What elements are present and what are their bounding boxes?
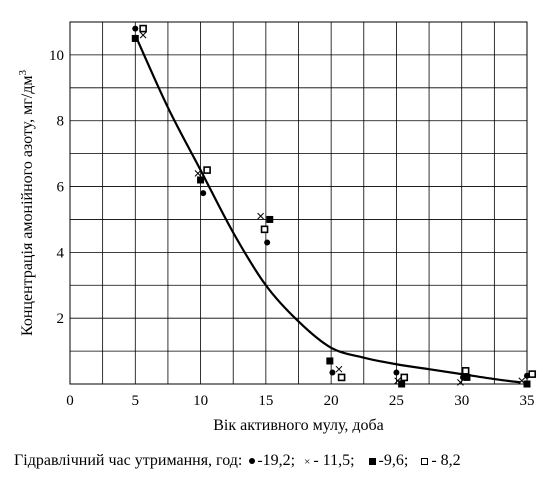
- data-point-filled-square: [398, 380, 406, 388]
- y-tick-label: 8: [57, 114, 65, 130]
- legend-marker-filled-square: [368, 457, 376, 465]
- data-point-filled-square: [463, 373, 471, 381]
- y-tick-label: 2: [57, 311, 65, 327]
- x-tick-label: 35: [520, 393, 535, 409]
- data-point-open-square: [203, 166, 211, 174]
- data-point-open-square: [461, 367, 470, 375]
- data-point-cross: [335, 365, 343, 373]
- legend-marker-open-square: [421, 457, 429, 465]
- legend-label-9-6: -9,6;: [378, 452, 409, 469]
- legend-label-8-2: - 8,2: [431, 452, 461, 469]
- data-point-filled-square: [326, 357, 334, 365]
- y-axis-label: Концентрація амонійного азоту, мг/дм3: [17, 69, 36, 336]
- data-point-filled-circle: [200, 190, 207, 197]
- y-axis-label-superscript: 3: [17, 69, 29, 75]
- legend-marker-cross: ×: [304, 456, 311, 468]
- data-point-filled-circle: [264, 239, 271, 246]
- data-point-filled-circle: [329, 369, 336, 376]
- chart-plot: 0 5 10 15 20 25 30 35 2 4 6 8 10 Вік активного мулу, …: [17, 21, 537, 434]
- data-point-open-square: [337, 373, 346, 382]
- chart-legend: Гідравлічний час утримання, год: -19,2; …: [14, 452, 544, 470]
- data-point-open-square: [528, 370, 537, 378]
- x-tick-label: 0: [66, 393, 74, 409]
- data-point-cross: [194, 170, 202, 177]
- data-point-filled-square: [523, 380, 531, 388]
- x-tick-label: 5: [132, 393, 140, 409]
- legend-marker-filled-circle: [249, 458, 256, 465]
- x-tick-label: 15: [258, 393, 273, 409]
- legend-prefix: Гідравлічний час утримання, год:: [14, 452, 243, 469]
- data-point-open-square: [139, 24, 147, 33]
- x-tick-label: 25: [389, 393, 404, 409]
- x-tick-label: 10: [193, 393, 208, 409]
- y-tick-label: 6: [57, 180, 65, 196]
- data-point-filled-square: [266, 215, 274, 223]
- x-tick-label: 20: [324, 393, 339, 409]
- data-point-open-square: [260, 225, 269, 234]
- data-point-filled-circle: [393, 369, 400, 376]
- legend-label-11-5: - 11,5;: [313, 452, 355, 469]
- data-point-cross: [457, 379, 464, 386]
- data-point-filled-square: [131, 34, 139, 42]
- y-tick-label: 10: [49, 48, 64, 64]
- trend-curve: [134, 34, 521, 384]
- data-point-filled-square: [197, 176, 205, 184]
- legend-label-19-2: -19,2;: [257, 452, 296, 469]
- x-axis-label: Вік активного мулу, доба: [213, 417, 384, 434]
- y-tick-label: 4: [57, 245, 65, 261]
- plot-frame: [69, 21, 528, 385]
- x-tick-label: 30: [454, 393, 469, 409]
- data-point-cross: [257, 212, 264, 220]
- data-point-filled-circle: [132, 25, 139, 32]
- data-point-open-square: [400, 373, 409, 382]
- data-point-cross: [139, 31, 147, 39]
